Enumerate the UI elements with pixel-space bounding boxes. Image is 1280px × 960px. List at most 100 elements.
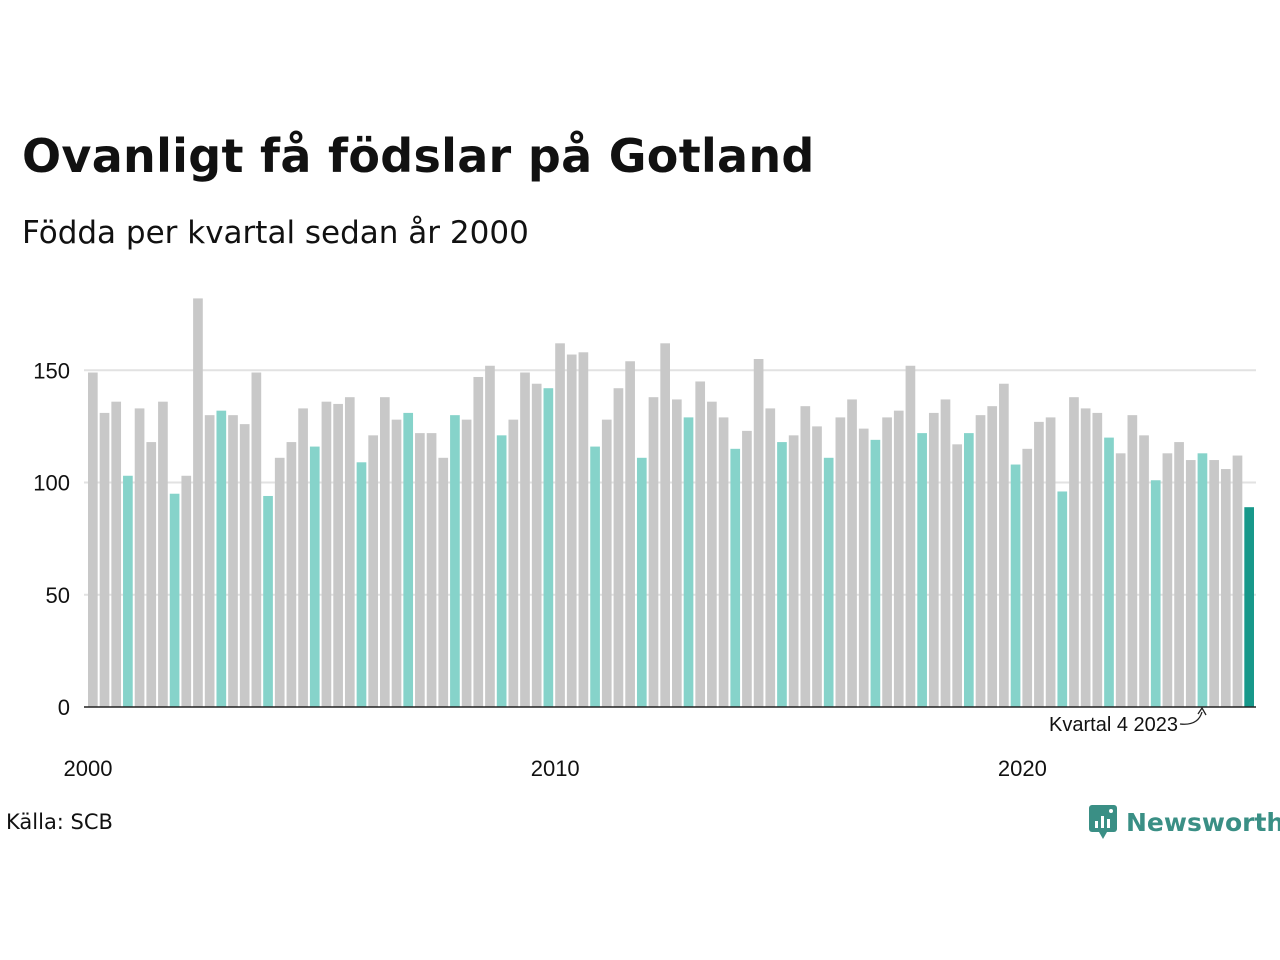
- bar: [1162, 453, 1173, 707]
- bar: [1080, 408, 1091, 707]
- bar: [566, 354, 577, 707]
- bar: [823, 457, 834, 707]
- bar: [928, 412, 939, 707]
- bar: [473, 376, 484, 707]
- bar: [169, 493, 180, 707]
- bar: [718, 417, 729, 707]
- bar: [648, 397, 659, 707]
- bar: [274, 457, 285, 707]
- brand-name: Newsworthy: [1126, 807, 1280, 837]
- bar: [753, 359, 764, 707]
- bar: [1022, 448, 1033, 707]
- y-tick-label: 150: [33, 358, 70, 383]
- bar: [146, 442, 157, 707]
- bar: [1232, 455, 1243, 707]
- bar: [450, 415, 460, 707]
- bar: [543, 388, 554, 707]
- bar: [812, 426, 822, 708]
- bar: [531, 383, 542, 707]
- x-axis-ticks: 2000 2010 2020: [64, 756, 1047, 781]
- bar: [625, 361, 635, 707]
- source-note: Källa: SCB: [6, 810, 113, 834]
- x-tick-label: 2000: [64, 756, 113, 781]
- x-tick-label: 2020: [998, 756, 1047, 781]
- bar: [730, 448, 741, 707]
- bar: [1174, 442, 1184, 707]
- bar: [975, 415, 986, 707]
- x-tick-label: 2010: [531, 756, 580, 781]
- bar: [987, 406, 998, 707]
- bar: [123, 475, 133, 707]
- bar: [590, 446, 600, 707]
- annotation: Kvartal 4 2023: [1049, 706, 1207, 736]
- bar: [905, 365, 916, 707]
- bar: [520, 372, 530, 707]
- bar: [1010, 464, 1021, 707]
- bar: [858, 428, 869, 707]
- y-tick-label: 0: [58, 695, 70, 720]
- y-tick-label: 50: [46, 583, 70, 608]
- bar: [1139, 435, 1149, 707]
- bar: [917, 433, 927, 707]
- bar: [391, 419, 402, 707]
- bar: [193, 298, 203, 707]
- bar: [695, 381, 706, 707]
- bar: [309, 446, 320, 707]
- bar: [461, 419, 472, 707]
- chart-title: Ovanligt få födslar på Gotland: [22, 129, 815, 183]
- bar: [508, 419, 519, 707]
- bar: [181, 475, 192, 707]
- bar: [847, 399, 857, 707]
- bar: [940, 399, 951, 707]
- bar: [636, 457, 647, 707]
- bar: [426, 433, 437, 707]
- bar: [1150, 480, 1161, 707]
- bar: [800, 406, 811, 707]
- bar: [578, 352, 589, 707]
- bar: [485, 365, 495, 707]
- bar: [403, 412, 414, 707]
- bar: [765, 408, 776, 707]
- bar: [1197, 453, 1208, 707]
- bar: [344, 397, 355, 707]
- bar: [999, 383, 1009, 707]
- bar: [1104, 437, 1114, 707]
- bar: [380, 397, 390, 707]
- bar: [1045, 417, 1056, 707]
- bar: [870, 439, 881, 707]
- bar: [893, 410, 904, 707]
- bar: [683, 417, 694, 707]
- bar-chart: 0 50 100 150 2000 2010 2020 Kvartal 4 2023: [33, 298, 1256, 781]
- brand-logo: Newsworthy: [1088, 804, 1280, 840]
- bar: [228, 415, 238, 707]
- bar: [438, 457, 449, 707]
- bar: [555, 343, 565, 707]
- bar: [333, 403, 343, 707]
- newsworthy-logo-icon: [1089, 805, 1117, 839]
- bar: [601, 419, 612, 707]
- bars: [88, 298, 1254, 708]
- bar: [1115, 453, 1126, 707]
- bar: [158, 401, 168, 707]
- bar: [298, 408, 308, 707]
- bar: [251, 372, 262, 707]
- bar: [1185, 460, 1196, 707]
- bar: [286, 442, 297, 707]
- bar: [660, 343, 670, 707]
- y-tick-label: 100: [33, 471, 70, 496]
- bar: [1209, 460, 1219, 707]
- bar: [239, 424, 250, 707]
- bar: [99, 412, 110, 707]
- bar: [496, 435, 507, 707]
- bar: [882, 417, 892, 707]
- bar: [788, 435, 799, 707]
- bar: [204, 415, 215, 707]
- bar: [1127, 415, 1138, 707]
- bar: [111, 401, 122, 707]
- bar: [835, 417, 846, 707]
- bar: [964, 433, 974, 707]
- bar: [1069, 397, 1079, 707]
- bar: [1220, 469, 1231, 707]
- bar: [368, 435, 378, 707]
- bar: [134, 408, 145, 707]
